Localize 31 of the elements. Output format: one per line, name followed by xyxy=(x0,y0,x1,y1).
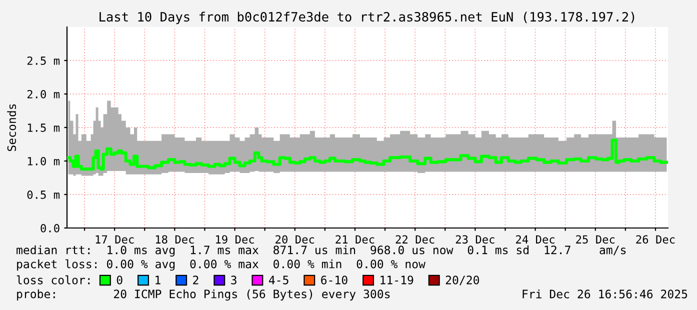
legend-label: 11-19 xyxy=(380,276,414,284)
x-tick-label: 20 Dec xyxy=(276,235,314,244)
x-tick-label: 24 Dec xyxy=(516,235,554,244)
text: packet loss: 0.00 % avg 0.00 % max 0.00 % min 0.00 % now xyxy=(17,259,426,271)
y-axis-title: Seconds xyxy=(7,104,16,152)
legend-label: 4-5 xyxy=(268,276,288,284)
legend-label: 3 xyxy=(231,276,236,284)
x-tick-label: 23 Dec xyxy=(456,235,494,244)
legend-title: loss color: xyxy=(16,275,90,284)
x-tick-label: 21 Dec xyxy=(336,235,374,244)
y-tick-label: 0.0 xyxy=(40,224,60,232)
text: probe: 20 ICMP Echo Pings (56 Bytes) every 300s xyxy=(17,289,390,301)
text: Fri Dec 26 16:56:46 2025 xyxy=(522,289,688,298)
x-tick-label: 17 Dec xyxy=(96,235,134,244)
x-tick-label: 18 Dec xyxy=(156,235,194,244)
x-tick-label: 22 Dec xyxy=(396,235,434,244)
legend-label: 1 xyxy=(156,276,160,284)
x-tick-label: 19 Dec xyxy=(216,235,254,244)
y-tick-label: 0.5 m xyxy=(27,190,60,199)
y-tick-label: 1.5 m xyxy=(28,124,60,132)
text: median rtt: 1.0 ms avg 1.7 ms max 871.7 us min 968.0 us now 0.1 ms sd 12.7 am/s xyxy=(16,245,626,257)
legend-label: 20/20 xyxy=(446,276,480,286)
legend-label: 2 xyxy=(193,276,198,284)
y-tick-label: 2.5 m xyxy=(27,56,60,65)
x-tick-label: 26 Dec xyxy=(636,235,675,244)
y-tick-label: 2.0 m xyxy=(27,90,60,98)
legend-label: 6-10 xyxy=(321,276,348,284)
chart-title: Last 10 Days from b0c012f7e3de to rtr2.as38965.net EuN (193.178.197.2) xyxy=(100,12,634,24)
y-tick-label: 1.0 m xyxy=(28,157,60,166)
legend-label: 0 xyxy=(116,276,122,284)
x-tick-label: 25 Dec xyxy=(576,235,615,244)
